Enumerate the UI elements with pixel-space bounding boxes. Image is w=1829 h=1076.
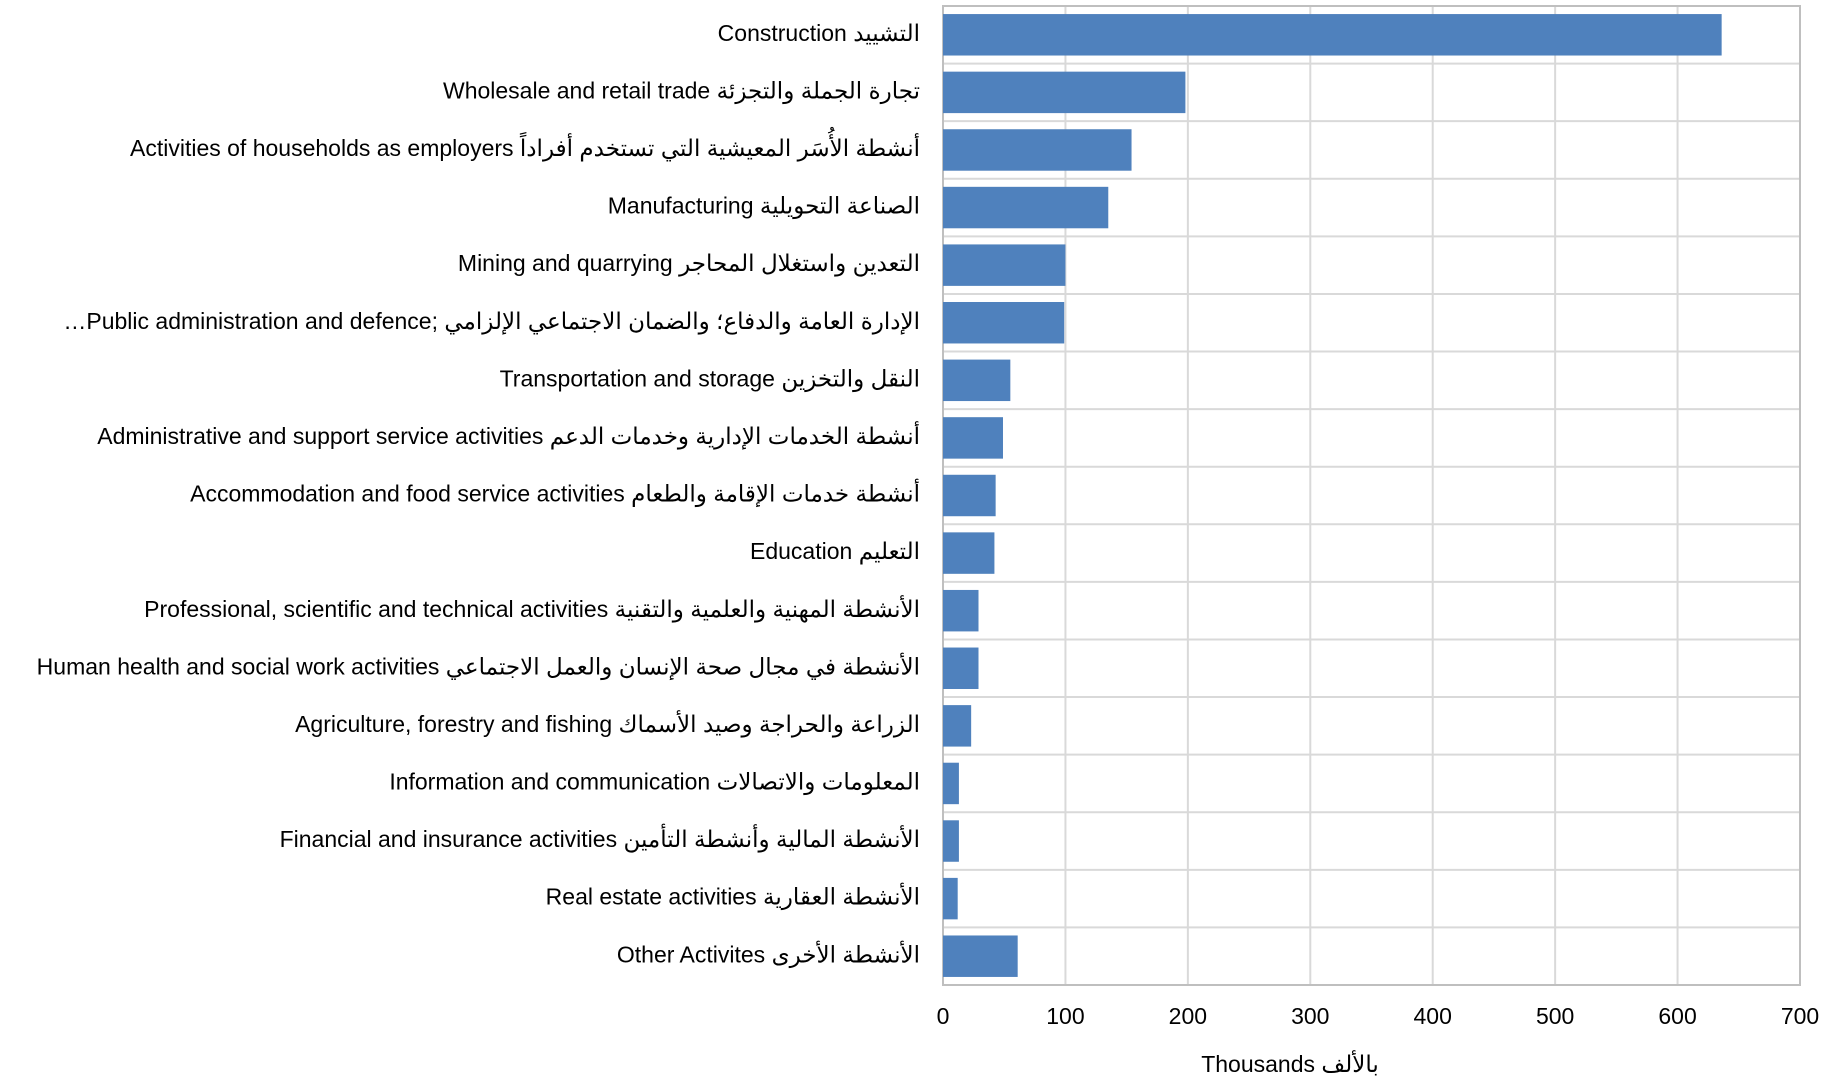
x-axis-label: Thousands بالألف (1201, 1050, 1379, 1076)
y-tick-label: Mining and quarrying التعدين واستغلال ال… (458, 250, 920, 277)
bar (943, 647, 979, 689)
bar (943, 589, 979, 632)
y-tick-label: …Public administration and defence; الإد… (63, 308, 920, 336)
y-tick-label: Accommodation and food service activitie… (190, 479, 920, 509)
y-tick-label: Wholesale and retail trade تجارة الجملة … (443, 77, 920, 104)
bar (943, 762, 959, 805)
bar (943, 186, 1109, 229)
x-tick-label: 0 (937, 1003, 950, 1029)
y-tick-label: Transportation and storage النقل والتخزي… (500, 365, 920, 392)
y-tick-label: Professional, scientific and technical a… (144, 595, 920, 623)
x-tick-label: 400 (1414, 1003, 1452, 1029)
x-tick-label: 700 (1781, 1003, 1819, 1029)
y-tick-label: Other Activites الأنشطة الأخرى (617, 940, 920, 968)
y-tick-label: Construction التشييد (718, 20, 920, 46)
bar (943, 820, 959, 862)
bar (943, 935, 1018, 977)
bar (943, 474, 996, 517)
bar (943, 417, 1003, 459)
y-tick-label: Human health and social work activities … (37, 652, 920, 681)
y-tick-label: Information and communication المعلومات … (389, 769, 920, 796)
bar (943, 877, 958, 920)
y-tick-label: Financial and insurance activities الأنش… (280, 823, 920, 853)
y-tick-label: Activities of households as employers أن… (130, 126, 920, 162)
bar (943, 705, 972, 747)
bar (943, 71, 1186, 114)
bar (943, 244, 1066, 286)
y-tick-label: Real estate activities الأنشطة العقارية (546, 883, 920, 911)
y-tick-label: Manufacturing الصناعة التحويلية (608, 193, 920, 220)
x-tick-label: 500 (1536, 1003, 1574, 1029)
bar (943, 359, 1011, 402)
bar (943, 129, 1132, 171)
x-tick-label: 100 (1046, 1003, 1084, 1029)
y-tick-label: Education التعليم (750, 538, 920, 565)
bar (943, 14, 1722, 56)
x-tick-label: 300 (1291, 1003, 1329, 1029)
y-tick-label: Administrative and support service activ… (97, 421, 920, 451)
bar (943, 302, 1065, 344)
x-tick-label: 200 (1169, 1003, 1207, 1029)
y-tick-label: Agriculture, forestry and fishing الزراع… (295, 710, 920, 738)
bar (943, 532, 995, 574)
x-tick-label: 600 (1658, 1003, 1696, 1029)
